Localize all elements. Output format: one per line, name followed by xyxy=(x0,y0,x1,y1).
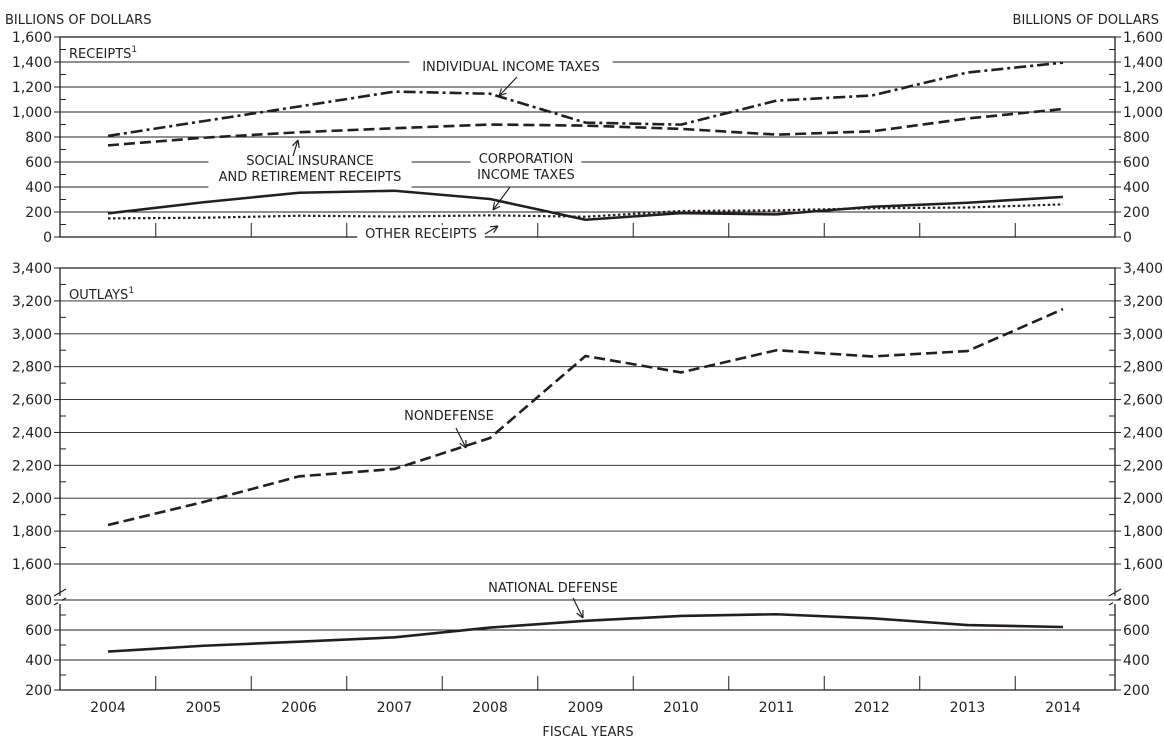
y-tick-labels: 0 0 200 200 400 400 600 600 800 800 1,000 1,000 1,20… xyxy=(12,30,1163,699)
national-defense-leader xyxy=(572,597,584,619)
receipts-ytick-label-left: 0 xyxy=(43,230,52,246)
receipts-series-individual-income-taxes xyxy=(107,61,1064,138)
social-insurance-label: SOCIAL INSURANCE xyxy=(246,154,373,169)
social-insurance-leader xyxy=(292,139,299,157)
outlays-ytick-label-right: 3,000 xyxy=(1123,327,1163,343)
receipts-series-other-receipts xyxy=(107,203,1064,220)
outlays-ytick-label-right: 600 xyxy=(1123,623,1150,639)
outlays-panel-frame-lower xyxy=(59,604,1116,691)
outlays-ytick-label-right: 2,000 xyxy=(1123,491,1163,507)
outlays-ytick-label-left: 600 xyxy=(25,623,52,639)
outlays-ytick-label-right: 800 xyxy=(1123,593,1150,609)
national-defense-arrowhead xyxy=(576,609,584,619)
outlays-ytick-label-left: 200 xyxy=(25,683,52,699)
outlays-ytick-label-right: 3,200 xyxy=(1123,294,1163,310)
x-tick-label: 2014 xyxy=(1045,700,1081,716)
x-axis-label: FISCAL YEARS xyxy=(542,725,633,739)
outlays-ytick-label-left: 3,400 xyxy=(12,261,52,277)
outlays-ytick-label-right: 1,800 xyxy=(1123,524,1163,540)
outlays-panel-title: OUTLAYS1 xyxy=(69,286,134,303)
outlays-ytick-label-right: 3,400 xyxy=(1123,261,1163,277)
outlays-ytick-label-right: 200 xyxy=(1123,683,1150,699)
receipts-ytick-label-right: 200 xyxy=(1123,205,1150,221)
corporation-income-taxes-label: CORPORATION xyxy=(479,152,574,167)
receipts-ytick-label-left: 1,400 xyxy=(12,55,52,71)
receipts-ytick-label-left: 800 xyxy=(25,130,52,146)
outlays-series-nondefense xyxy=(107,307,1064,527)
x-tick-label: 2005 xyxy=(186,700,222,716)
outlays-ytick-label-right: 1,600 xyxy=(1123,557,1163,573)
outlays-ytick-label-left: 2,200 xyxy=(12,458,52,474)
national-defense-label-bg xyxy=(480,579,626,599)
outlays-ytick-label-left: 2,600 xyxy=(12,393,52,409)
outlays-ytick-label-left: 1,800 xyxy=(12,524,52,540)
receipts-ytick-label-right: 1,600 xyxy=(1123,30,1163,46)
x-tick-label: 2004 xyxy=(90,700,126,716)
corporation-income-taxes-label: INCOME TAXES xyxy=(477,168,575,183)
outlays-ytick-label-right: 2,200 xyxy=(1123,458,1163,474)
x-tick-label: 2010 xyxy=(663,700,699,716)
receipts-ytick-label-right: 400 xyxy=(1123,180,1150,196)
receipts-ytick-label-left: 200 xyxy=(25,205,52,221)
x-tick-labels: 2004 2005 2006 2007 2008 2009 2010 2011 2012 2013… xyxy=(90,700,1081,716)
receipts-ytick-label-left: 1,000 xyxy=(12,105,52,121)
x-tick-label: 2012 xyxy=(854,700,890,716)
outlays-ytick-label-left: 1,600 xyxy=(12,557,52,573)
receipts-ytick-label-left: 1,600 xyxy=(12,30,52,46)
outlays-series-national-defense xyxy=(107,612,1064,653)
individual-income-taxes-label: INDIVIDUAL INCOME TAXES xyxy=(422,60,600,75)
x-tick-label: 2008 xyxy=(472,700,508,716)
left-units-label: BILLIONS OF DOLLARS xyxy=(5,13,151,28)
outlays-ytick-label-left: 2,800 xyxy=(12,360,52,376)
x-tick-label: 2006 xyxy=(281,700,317,716)
receipts-ytick-label-right: 600 xyxy=(1123,155,1150,171)
individual-income-taxes-leader xyxy=(498,76,518,97)
outlays-ytick-label-right: 2,800 xyxy=(1123,360,1163,376)
outlays-ytick-label-left: 2,400 xyxy=(12,425,52,441)
social-insurance-label-bg xyxy=(208,152,412,188)
x-tick-label: 2011 xyxy=(759,700,795,716)
social-insurance-arrowhead xyxy=(292,139,300,149)
outlays-ytick-label-right: 2,600 xyxy=(1123,393,1163,409)
annotations: INDIVIDUAL INCOME TAXES SOCIAL INSURANCEA… xyxy=(208,58,626,619)
social-insurance-label: AND RETIREMENT RECEIPTS xyxy=(219,170,402,185)
nondefense-label: NONDEFENSE xyxy=(404,409,494,424)
other-receipts-leader xyxy=(484,225,499,235)
receipts-ytick-label-right: 1,200 xyxy=(1123,80,1163,96)
individual-income-taxes-arrowhead xyxy=(498,88,507,97)
outlays-ytick-label-left: 800 xyxy=(25,593,52,609)
receipts-ytick-label-left: 400 xyxy=(25,180,52,196)
receipts-series-corporation-income-taxes xyxy=(107,189,1064,222)
outlays-ytick-label-left: 400 xyxy=(25,653,52,669)
individual-income-taxes-label-bg xyxy=(409,58,613,78)
receipts-ytick-label-right: 1,000 xyxy=(1123,105,1163,121)
receipts-ytick-label-right: 800 xyxy=(1123,130,1150,146)
data-series xyxy=(107,61,1064,653)
x-tick-label: 2007 xyxy=(377,700,413,716)
receipts-ytick-label-right: 1,400 xyxy=(1123,55,1163,71)
corporation-income-taxes-leader xyxy=(492,186,511,211)
receipts-panel-title: RECEIPTS1 xyxy=(69,45,137,62)
x-tick-label: 2009 xyxy=(568,700,604,716)
outlays-ytick-label-left: 3,000 xyxy=(12,327,52,343)
other-receipts-label-bg xyxy=(357,225,485,245)
receipts-ytick-label-left: 600 xyxy=(25,155,52,171)
outlays-ytick-label-left: 3,200 xyxy=(12,294,52,310)
outlays-ytick-label-right: 2,400 xyxy=(1123,425,1163,441)
outlays-ytick-label-right: 400 xyxy=(1123,653,1150,669)
nondefense-label-bg xyxy=(402,407,496,427)
other-receipts-arrowhead xyxy=(489,225,499,234)
outlays-ytick-label-left: 2,000 xyxy=(12,491,52,507)
x-tick-label: 2013 xyxy=(950,700,986,716)
other-receipts-label: OTHER RECEIPTS xyxy=(365,227,477,242)
corporation-income-taxes-arrowhead xyxy=(492,202,501,211)
right-units-label: BILLIONS OF DOLLARS xyxy=(1013,13,1159,28)
receipts-ytick-label-right: 0 xyxy=(1123,230,1132,246)
nondefense-arrowhead xyxy=(459,439,467,449)
national-defense-label: NATIONAL DEFENSE xyxy=(488,581,618,596)
corporation-income-taxes-label-bg xyxy=(470,150,582,186)
nondefense-leader xyxy=(455,427,467,449)
receipts-ytick-label-left: 1,200 xyxy=(12,80,52,96)
